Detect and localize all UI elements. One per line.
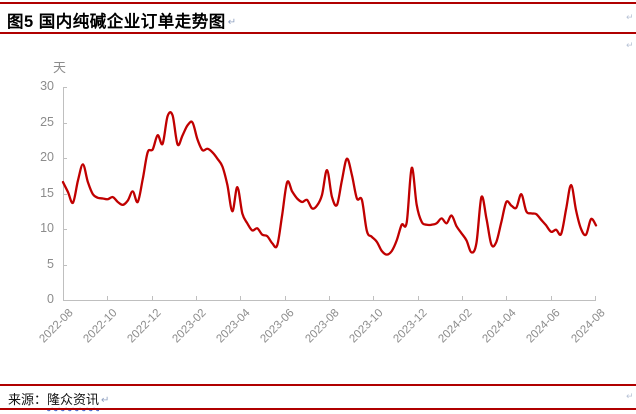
x-axis-tick [329,296,330,300]
y-axis-tick-label: 0 [47,292,54,306]
y-axis-tick-label: 20 [40,150,54,164]
footer-rule-bottom [0,408,636,410]
x-axis-tick [151,296,153,300]
y-axis-tick-label: 15 [40,185,54,200]
y-axis-tick-label: 10 [40,221,54,235]
x-axis-tick-label: 2023-04 [214,307,253,346]
figure-title: 图5 国内纯碱企业订单走势图 [7,13,226,31]
x-axis-tick [107,296,109,300]
x-axis-tick [550,296,552,300]
x-axis-line [63,300,596,301]
x-axis-tick-label: 2023-06 [258,307,298,346]
x-axis-tick-label: 2023-10 [347,307,386,346]
y-axis-tick-label: 25 [40,114,54,129]
x-axis-tick [373,296,375,300]
x-axis-tick-label: 2024-06 [524,307,564,346]
margin-paragraph-mark-icon: ↵ [626,40,634,50]
footer-rule-top [0,384,636,386]
x-axis-tick [506,296,508,300]
y-axis-unit-label: 天 [53,60,67,75]
x-axis-tick-label: 2024-02 [436,307,475,346]
order-trend-line [61,111,598,256]
x-axis-tick-label: 2023-02 [170,307,209,346]
y-axis-tick [63,229,67,230]
y-axis-tick [63,122,67,124]
x-axis-tick [63,296,64,300]
y-axis-tick [63,300,67,301]
figure-title-row: 图5 国内纯碱企业订单走势图 ↵ [7,8,236,32]
x-axis-tick-label: 2022-08 [37,307,76,346]
x-axis-tick [462,296,463,300]
margin-paragraph-mark-icon: ↵ [626,391,634,401]
header-rule-bottom [0,32,636,34]
x-axis-tick-label: 2024-04 [480,307,519,346]
x-axis-tick [595,296,596,300]
x-axis-tick [284,296,286,300]
y-axis-tick-label: 30 [40,79,54,93]
x-axis-tick-label: 2023-12 [391,307,431,346]
x-axis-tick [240,296,242,300]
paragraph-mark-icon: ↵ [101,395,110,407]
y-axis-tick [63,158,67,159]
x-axis-tick-label: 2022-10 [81,307,120,346]
x-axis-tick-label: 2022-12 [125,307,165,346]
source-name: 隆众资讯 [47,392,100,407]
y-axis-tick-label: 5 [47,256,54,271]
x-axis-tick-label: 2023-08 [303,307,342,346]
paragraph-mark-icon: ↵ [227,17,237,29]
y-axis-tick [63,264,67,266]
x-axis-tick [196,296,197,300]
y-axis-tick [63,193,67,195]
source-row: 来源：隆众资讯 ↵ [8,389,109,408]
source-label: 来源： [8,392,48,407]
x-axis-tick [417,296,419,300]
margin-paragraph-mark-icon: ↵ [626,12,634,22]
x-axis-tick-label: 2024-08 [569,307,608,346]
header-rule-top [0,2,636,4]
y-axis-tick [63,87,67,88]
